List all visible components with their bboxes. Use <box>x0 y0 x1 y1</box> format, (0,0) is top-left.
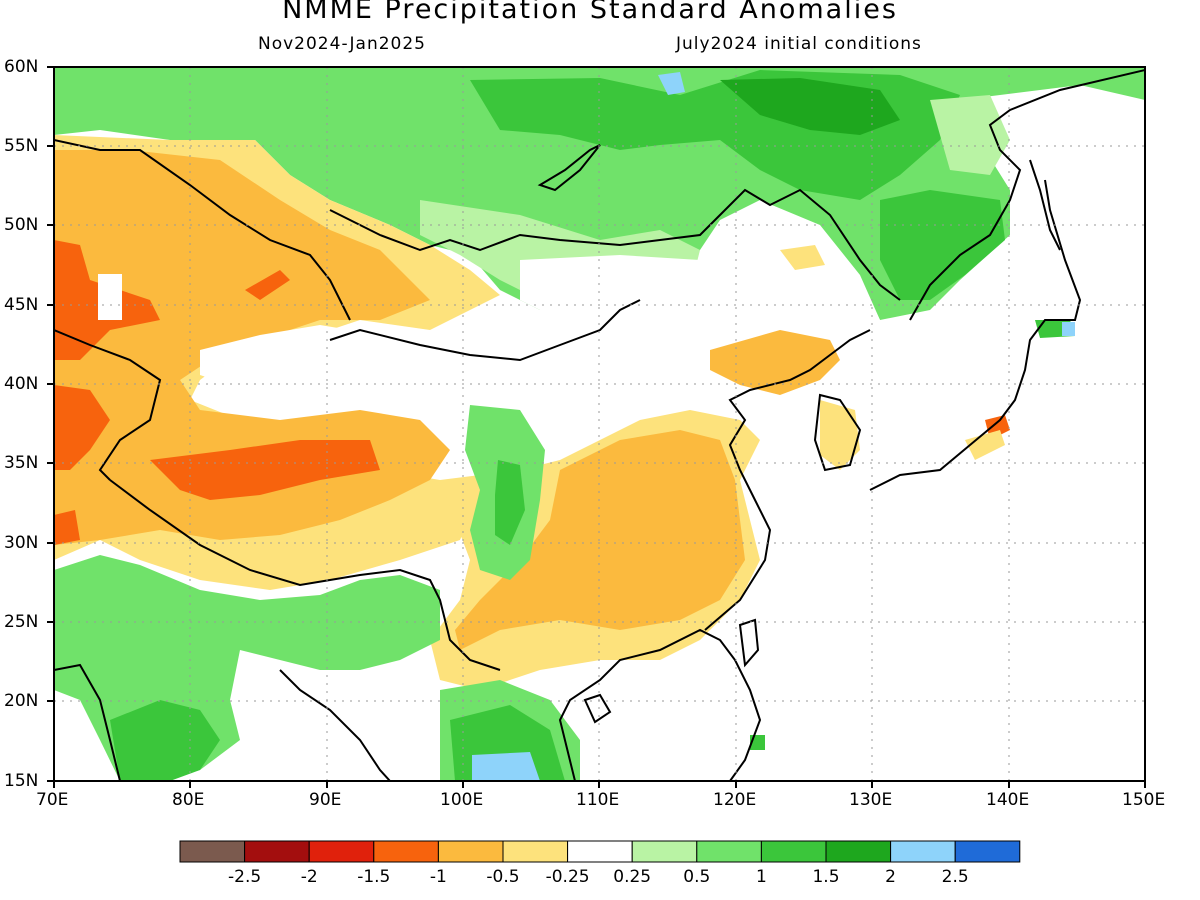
light-orange-inner <box>780 245 825 270</box>
korea-coast <box>813 393 862 472</box>
lat-tick-label: 40N <box>4 374 39 394</box>
grid-lines <box>54 67 1145 781</box>
china-east-coast <box>704 329 871 631</box>
lat-tick-label: 15N <box>4 771 39 791</box>
lat-tick-label: 20N <box>4 691 39 711</box>
russia-pacific-coast <box>909 69 1145 321</box>
lat-tick-label: 35N <box>4 453 39 473</box>
sakhalin <box>1029 159 1061 251</box>
lon-tick-label: 150E <box>1122 790 1166 810</box>
red-orange-tibet <box>150 440 380 500</box>
lat-tick-label: 45N <box>4 295 39 315</box>
light-blue-spot-north <box>658 72 685 95</box>
blue-indochina <box>472 752 540 781</box>
white-tarim <box>200 325 460 390</box>
lat-tick-label: 55N <box>4 136 39 156</box>
lon-tick-label: 140E <box>986 790 1030 810</box>
lon-tick-label: 80E <box>172 790 205 810</box>
lat-tick-label: 25N <box>4 612 39 632</box>
central-asia-border <box>54 329 162 481</box>
season-label: Nov2024-Jan2025 <box>258 34 426 54</box>
lon-tick-label: 100E <box>440 790 484 810</box>
india-east-coast <box>279 669 391 781</box>
anomaly-fill-layer <box>54 67 1145 781</box>
white-kazakh-spot <box>98 274 122 320</box>
dark-green-east <box>880 190 1005 300</box>
dark-green-india <box>110 700 220 781</box>
orange-bohai <box>710 330 840 395</box>
white-mongolia <box>520 240 880 350</box>
lat-tick-label: 30N <box>4 533 39 553</box>
darkest-green-siberia <box>720 78 900 135</box>
lon-tick-label: 110E <box>576 790 620 810</box>
light-orange-korea <box>820 400 860 470</box>
dark-green-sichuan <box>495 460 525 545</box>
china-south-border <box>329 299 641 362</box>
mongolia-border <box>329 188 901 301</box>
hainan <box>583 693 612 724</box>
axis-ticks <box>47 66 1146 788</box>
orange-south-china <box>455 430 745 650</box>
lon-tick-label: 130E <box>849 790 893 810</box>
lon-tick-label: 120E <box>713 790 757 810</box>
light-green-ne <box>930 95 1010 175</box>
lon-tick-label: 70E <box>36 790 69 810</box>
kazakh-border <box>54 139 351 321</box>
lat-tick-label: 60N <box>4 57 39 77</box>
initial-conditions-label: July2024 initial conditions <box>676 34 922 54</box>
light-orange-japan <box>965 430 1005 460</box>
himalaya-border <box>109 479 501 671</box>
red-orange-sw-spot <box>54 510 80 545</box>
india-coast <box>54 663 121 781</box>
taiwan <box>738 618 760 668</box>
baikal <box>537 144 601 192</box>
east-asia-coastline <box>558 628 762 781</box>
red-orange-tajik <box>54 385 110 470</box>
coastline-layer <box>54 69 1145 781</box>
blue-hokkaido <box>1062 322 1075 336</box>
map-title: NMME Precipitation Standard Anomalies <box>282 0 898 25</box>
lat-tick-label: 50N <box>4 215 39 235</box>
japan-coast <box>869 179 1082 491</box>
red-orange-kazakh <box>245 270 290 300</box>
lon-tick-label: 90E <box>309 790 342 810</box>
